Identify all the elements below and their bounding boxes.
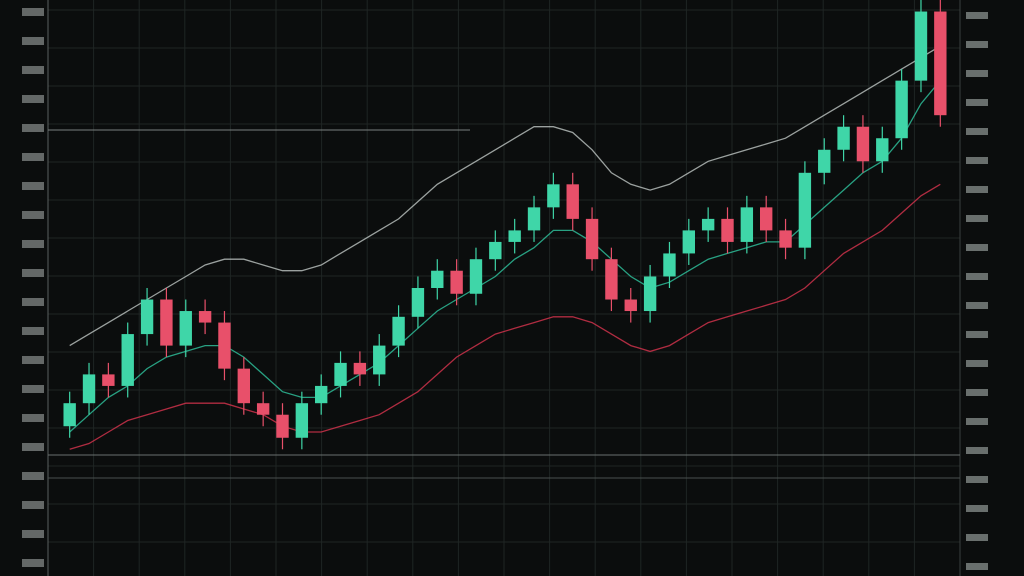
candle-body: [218, 322, 231, 369]
label-block: [966, 447, 988, 454]
label-block: [966, 389, 988, 396]
label-block: [22, 414, 44, 422]
indicator-line: [69, 45, 941, 347]
label-block: [22, 95, 44, 103]
candle-body: [527, 207, 541, 231]
label-block: [966, 41, 988, 48]
candle-body: [856, 126, 870, 162]
candle-body: [547, 184, 560, 208]
label-block: [966, 505, 988, 512]
candle-body: [760, 207, 773, 231]
candle-body: [102, 374, 115, 386]
label-block: [22, 530, 44, 538]
candle-body: [276, 414, 289, 438]
candle-body: [411, 288, 425, 317]
candle-body: [740, 207, 754, 242]
candle-body: [179, 311, 192, 346]
label-block: [966, 534, 988, 541]
candle-body: [315, 385, 328, 404]
label-block: [966, 70, 988, 77]
candle-body: [469, 259, 483, 294]
label-block: [966, 273, 988, 280]
label-block: [966, 186, 988, 193]
label-block: [22, 37, 44, 45]
label-block: [22, 269, 44, 277]
candle-body: [701, 218, 715, 231]
candle-body: [140, 299, 154, 335]
candle-body: [334, 362, 347, 386]
label-block: [22, 8, 44, 16]
candle-body: [63, 403, 76, 427]
grid: [47, 0, 960, 576]
candle-body: [818, 149, 831, 173]
label-block: [966, 331, 988, 338]
label-block: [22, 124, 44, 132]
candle-body: [392, 316, 405, 346]
label-block: [22, 298, 44, 306]
candle-body: [605, 259, 618, 300]
axis-label-blocks: [22, 8, 988, 570]
candle-body: [585, 218, 599, 260]
candle-body: [721, 218, 734, 242]
candle-body: [663, 253, 676, 277]
candle-body: [682, 230, 695, 254]
candle-body: [624, 299, 637, 312]
label-block: [966, 476, 988, 483]
candle-body: [295, 403, 309, 438]
candle-body: [914, 11, 928, 81]
candle-body: [508, 230, 521, 242]
label-block: [22, 211, 44, 219]
candle-body: [237, 368, 250, 404]
candle-body: [256, 403, 270, 415]
candle-body: [121, 334, 134, 386]
candle-body: [373, 345, 386, 375]
label-block: [22, 240, 44, 248]
label-block: [22, 66, 44, 74]
label-block: [22, 356, 44, 364]
label-block: [966, 360, 988, 367]
label-block: [966, 244, 988, 251]
label-block: [966, 157, 988, 164]
candle-body: [934, 11, 947, 116]
candle-body: [353, 362, 367, 375]
label-block: [22, 443, 44, 451]
label-block: [966, 12, 988, 19]
indicator-line: [69, 80, 941, 433]
label-block: [966, 563, 988, 570]
candle-body: [566, 184, 579, 219]
candle-body: [837, 126, 850, 150]
label-block: [966, 418, 988, 425]
label-block: [22, 182, 44, 190]
label-block: [22, 472, 44, 480]
candle-body: [876, 138, 889, 162]
candle-body: [643, 276, 657, 312]
candle-body: [82, 374, 96, 404]
candle-body: [160, 299, 173, 346]
label-block: [22, 501, 44, 509]
label-block: [966, 215, 988, 222]
label-block: [22, 559, 44, 567]
label-block: [22, 153, 44, 161]
indicator-line: [69, 183, 941, 450]
label-block: [966, 302, 988, 309]
label-block: [22, 385, 44, 393]
candle-body: [198, 311, 212, 323]
candle-body: [779, 230, 792, 248]
candle-body: [798, 172, 812, 248]
label-block: [966, 99, 988, 106]
candle-body: [895, 80, 908, 139]
candle-body: [450, 270, 463, 294]
candle-body: [489, 241, 502, 260]
label-block: [22, 327, 44, 335]
candle-body: [431, 270, 444, 288]
label-block: [966, 128, 988, 135]
